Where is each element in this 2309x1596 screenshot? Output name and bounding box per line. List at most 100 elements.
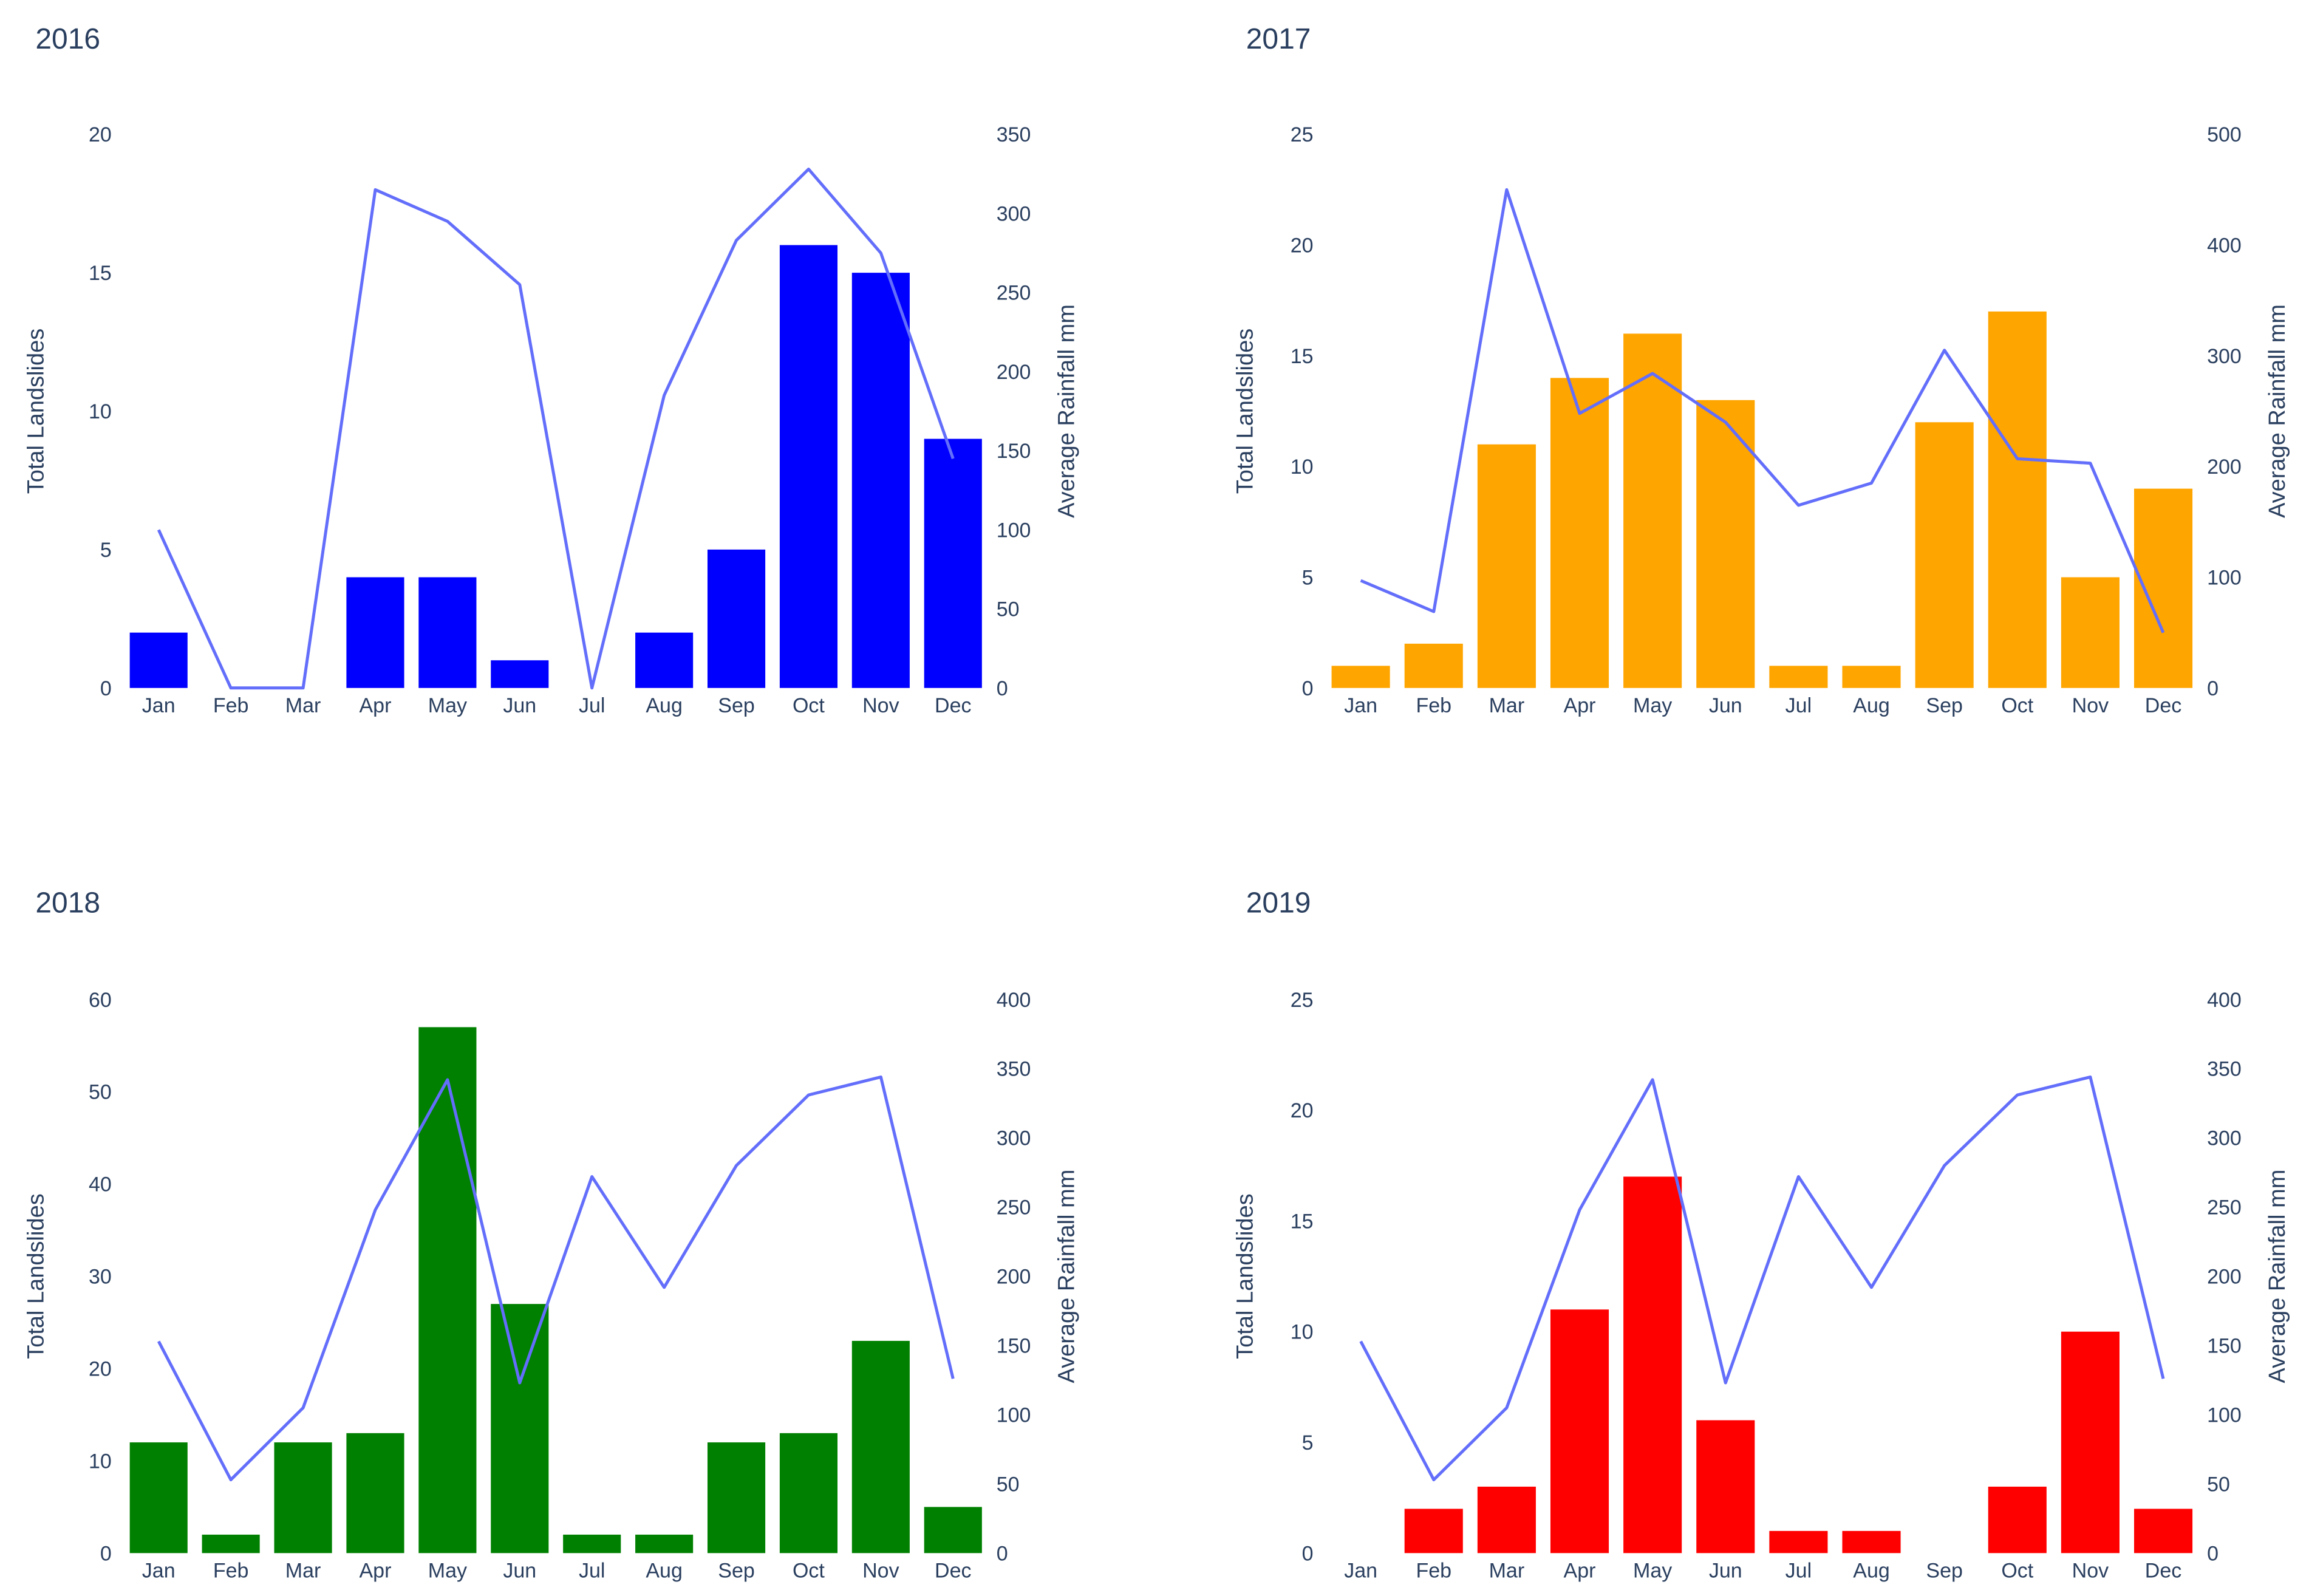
x-tick-label: Nov — [862, 1559, 899, 1582]
x-tick-label: Dec — [935, 1559, 971, 1582]
bar — [418, 577, 477, 688]
bar — [1477, 444, 1536, 688]
y-tick-label: 10 — [89, 400, 112, 423]
x-tick-label: Dec — [2145, 694, 2181, 717]
y2-tick-label: 350 — [997, 123, 1031, 146]
x-tick-label: Sep — [718, 694, 755, 717]
x-tick-label: Jul — [579, 694, 605, 717]
x-tick-label: Nov — [2072, 694, 2109, 717]
bar — [924, 1507, 982, 1553]
y-tick-label: 0 — [1302, 677, 1314, 700]
y2-tick-label: 100 — [2207, 1403, 2242, 1427]
y-axis-title: Total Landslides — [1233, 1193, 1258, 1359]
x-tick-label: Aug — [646, 694, 683, 717]
x-tick-label: Apr — [1564, 694, 1596, 717]
y2-tick-label: 250 — [997, 282, 1031, 305]
bar — [1915, 422, 1974, 688]
y2-tick-label: 0 — [2207, 1542, 2219, 1565]
bar — [779, 245, 838, 688]
y2-tick-label: 50 — [997, 598, 1020, 621]
x-tick-label: Dec — [2145, 1559, 2181, 1582]
bar — [1331, 666, 1390, 688]
x-tick-label: Apr — [360, 1559, 392, 1582]
bar — [1696, 400, 1755, 688]
x-tick-label: Aug — [1853, 694, 1890, 717]
y-tick-label: 15 — [1291, 345, 1314, 368]
x-tick-label: Jul — [1785, 694, 1812, 717]
y-tick-label: 0 — [100, 1542, 112, 1565]
bar — [346, 1433, 404, 1553]
y-tick-label: 15 — [1291, 1210, 1314, 1233]
y-tick-label: 60 — [89, 989, 112, 1012]
bar — [707, 549, 766, 688]
y-tick-label: 25 — [1291, 123, 1314, 146]
bar — [491, 1304, 549, 1553]
x-tick-label: May — [428, 694, 467, 717]
y2-tick-label: 500 — [2207, 123, 2242, 146]
y2-tick-label: 200 — [2207, 455, 2242, 479]
bar — [563, 1534, 621, 1553]
rainfall-line — [1359, 1075, 2165, 1482]
bar — [346, 577, 404, 688]
x-tick-label: Oct — [793, 1559, 825, 1582]
bar — [1842, 666, 1901, 688]
x-tick-label: Feb — [213, 1559, 249, 1582]
y2-axis-title: Average Rainfall mm — [2265, 1170, 2290, 1383]
y-tick-label: 20 — [1291, 1099, 1314, 1122]
x-tick-label: Dec — [935, 694, 971, 717]
bar — [418, 1027, 477, 1553]
y-tick-label: 20 — [1291, 234, 1314, 257]
y-axis-title: Total Landslides — [24, 329, 49, 494]
x-tick-label: Jun — [503, 694, 536, 717]
y2-tick-label: 150 — [2207, 1335, 2242, 1358]
y2-tick-label: 300 — [2207, 1127, 2242, 1150]
x-tick-label: Nov — [862, 694, 899, 717]
y2-tick-label: 400 — [2207, 989, 2242, 1012]
rainfall-line — [157, 168, 955, 690]
bar — [851, 273, 910, 688]
y-tick-label: 10 — [1291, 1321, 1314, 1344]
y2-tick-label: 250 — [997, 1196, 1031, 1219]
bar — [1404, 1509, 1463, 1553]
bar — [779, 1433, 838, 1553]
bar — [2061, 577, 2120, 688]
y-axis-title: Total Landslides — [24, 1193, 49, 1359]
y2-axis-title: Average Rainfall mm — [1054, 304, 1079, 518]
y2-tick-label: 0 — [997, 677, 1008, 700]
y2-tick-label: 350 — [2207, 1058, 2242, 1081]
y2-tick-label: 100 — [2207, 567, 2242, 590]
y2-tick-label: 400 — [2207, 234, 2242, 257]
x-tick-label: May — [1633, 694, 1672, 717]
y-tick-label: 50 — [89, 1081, 112, 1104]
bar — [1988, 311, 2047, 688]
y-tick-label: 25 — [1291, 989, 1314, 1012]
bar — [274, 1442, 332, 1553]
x-tick-label: Jan — [1344, 1559, 1377, 1582]
y-tick-label: 20 — [89, 1357, 112, 1380]
x-tick-label: Jan — [142, 694, 176, 717]
y2-tick-label: 300 — [997, 202, 1031, 225]
y-tick-label: 30 — [89, 1266, 112, 1289]
x-tick-label: Oct — [2001, 694, 2033, 717]
bar — [491, 660, 549, 688]
x-tick-label: Sep — [1926, 694, 1963, 717]
y2-tick-label: 200 — [997, 1266, 1031, 1289]
chart-title: 2016 — [35, 23, 100, 55]
y-tick-label: 0 — [1302, 1542, 1314, 1565]
bar — [1477, 1486, 1536, 1553]
y-tick-label: 5 — [1302, 567, 1314, 590]
y-tick-label: 15 — [89, 262, 112, 285]
bar — [707, 1442, 766, 1553]
x-tick-label: Jan — [1344, 694, 1377, 717]
bar — [1842, 1530, 1901, 1553]
x-tick-label: Mar — [1489, 694, 1525, 717]
bar — [202, 1534, 260, 1553]
x-tick-label: Feb — [213, 694, 249, 717]
y2-tick-label: 150 — [997, 440, 1031, 463]
x-tick-label: May — [428, 1559, 467, 1582]
bar — [1623, 1176, 1682, 1553]
y-axis-title: Total Landslides — [1233, 329, 1258, 494]
y-tick-label: 20 — [89, 123, 112, 146]
y-tick-label: 5 — [1302, 1431, 1314, 1454]
